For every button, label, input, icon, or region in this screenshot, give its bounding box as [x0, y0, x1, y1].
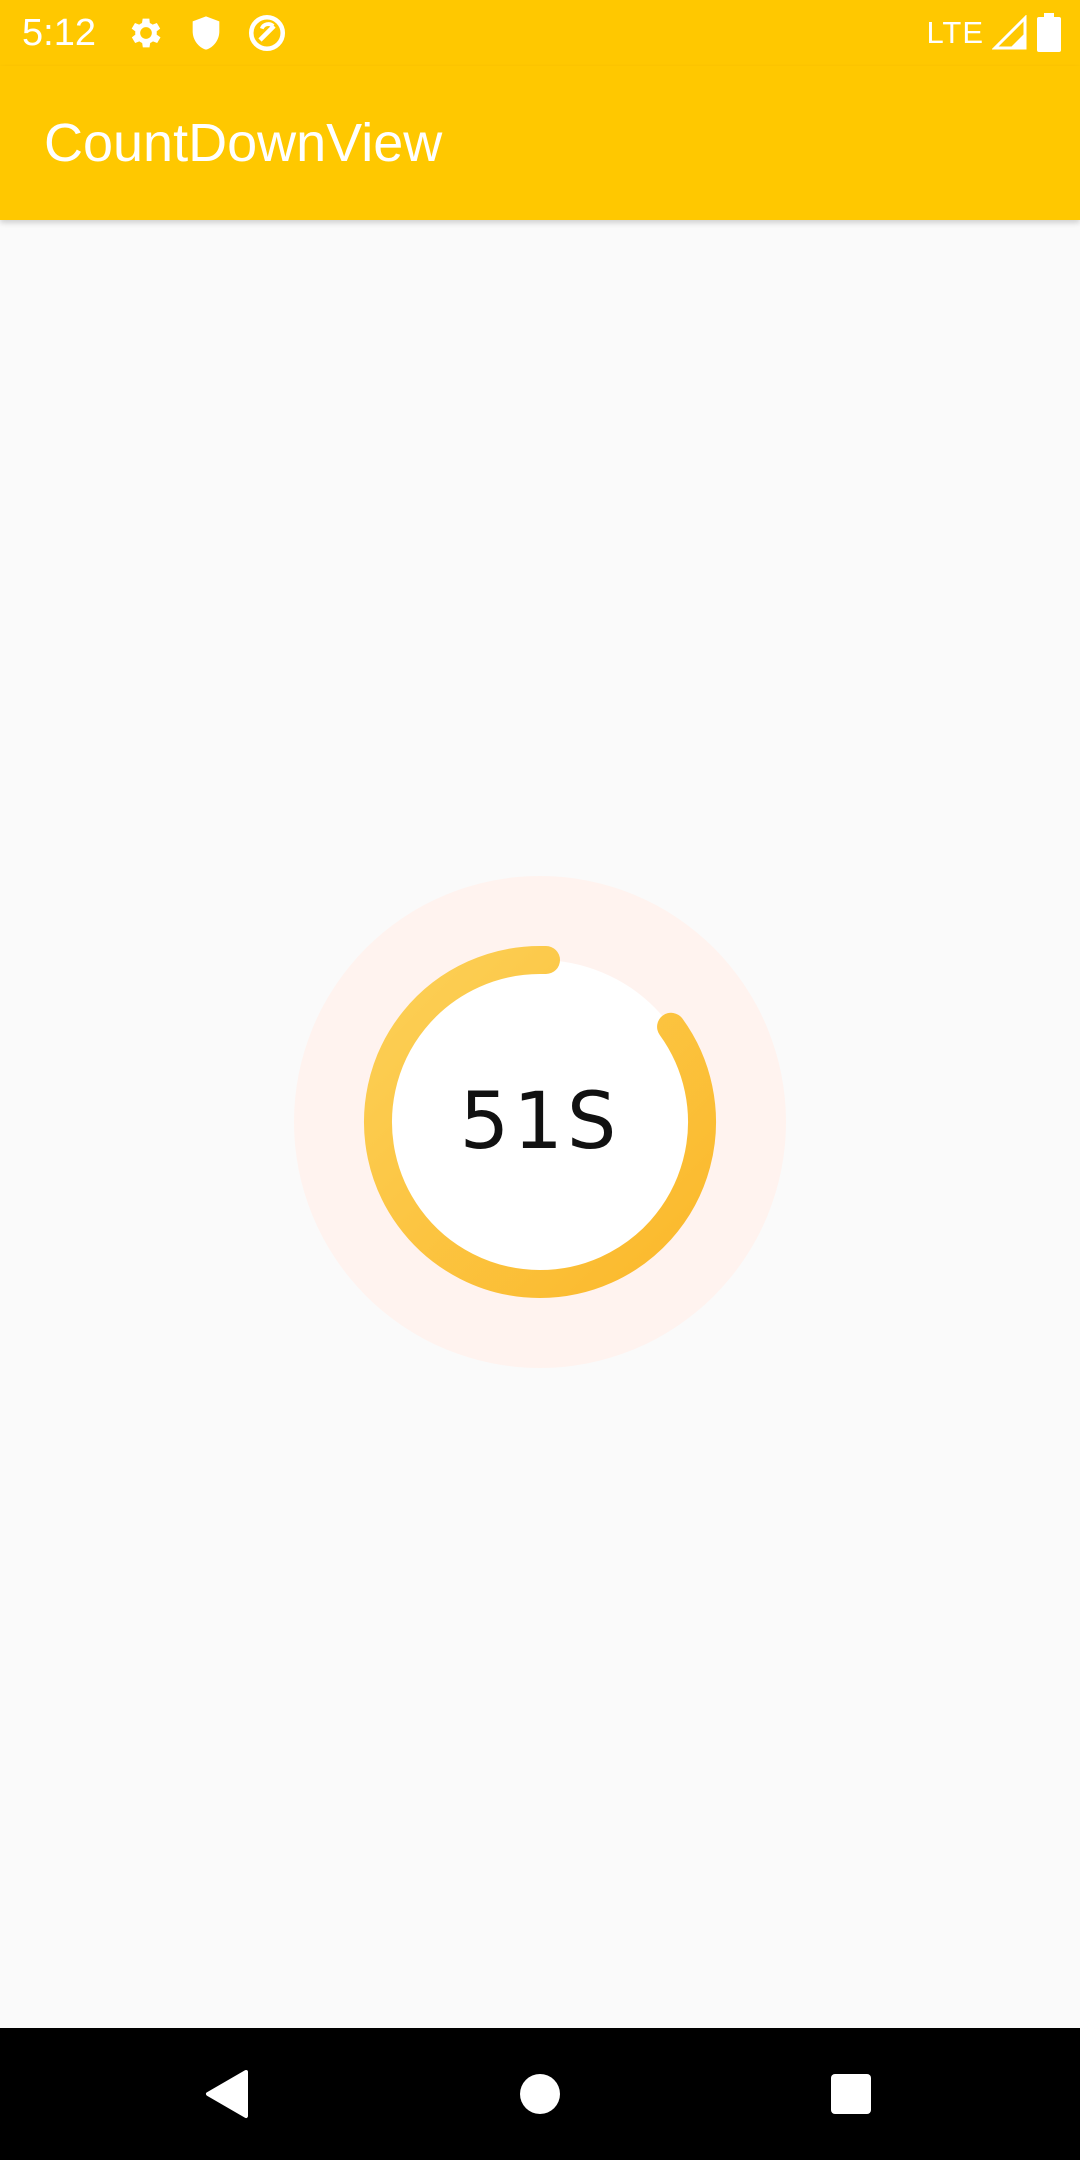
back-icon	[206, 2070, 248, 2118]
home-icon	[520, 2074, 560, 2114]
status-bar: 5:12 LTE	[0, 0, 1080, 66]
countdown-view[interactable]: 51S	[294, 876, 786, 1368]
recents-button[interactable]	[811, 2054, 891, 2134]
signal-icon	[992, 15, 1028, 51]
back-button[interactable]	[186, 2054, 266, 2134]
battery-icon	[1036, 13, 1062, 53]
countdown-ring	[294, 876, 786, 1368]
countdown-inner-circle	[378, 960, 702, 1284]
app-title: CountDownView	[44, 113, 443, 173]
recents-icon	[831, 2074, 871, 2114]
sync-icon	[246, 12, 288, 54]
gear-icon	[126, 13, 166, 53]
network-type: LTE	[926, 15, 984, 50]
shield-icon	[186, 13, 226, 53]
navigation-bar	[0, 2028, 1080, 2160]
home-button[interactable]	[500, 2054, 580, 2134]
status-time: 5:12	[22, 12, 96, 54]
countdown-label: 51S	[459, 1077, 621, 1167]
status-notification-icons	[126, 13, 288, 53]
status-system-icons: LTE	[926, 10, 1062, 56]
app-bar: CountDownView	[0, 66, 1080, 220]
countdown-progress-arc	[364, 946, 716, 1298]
